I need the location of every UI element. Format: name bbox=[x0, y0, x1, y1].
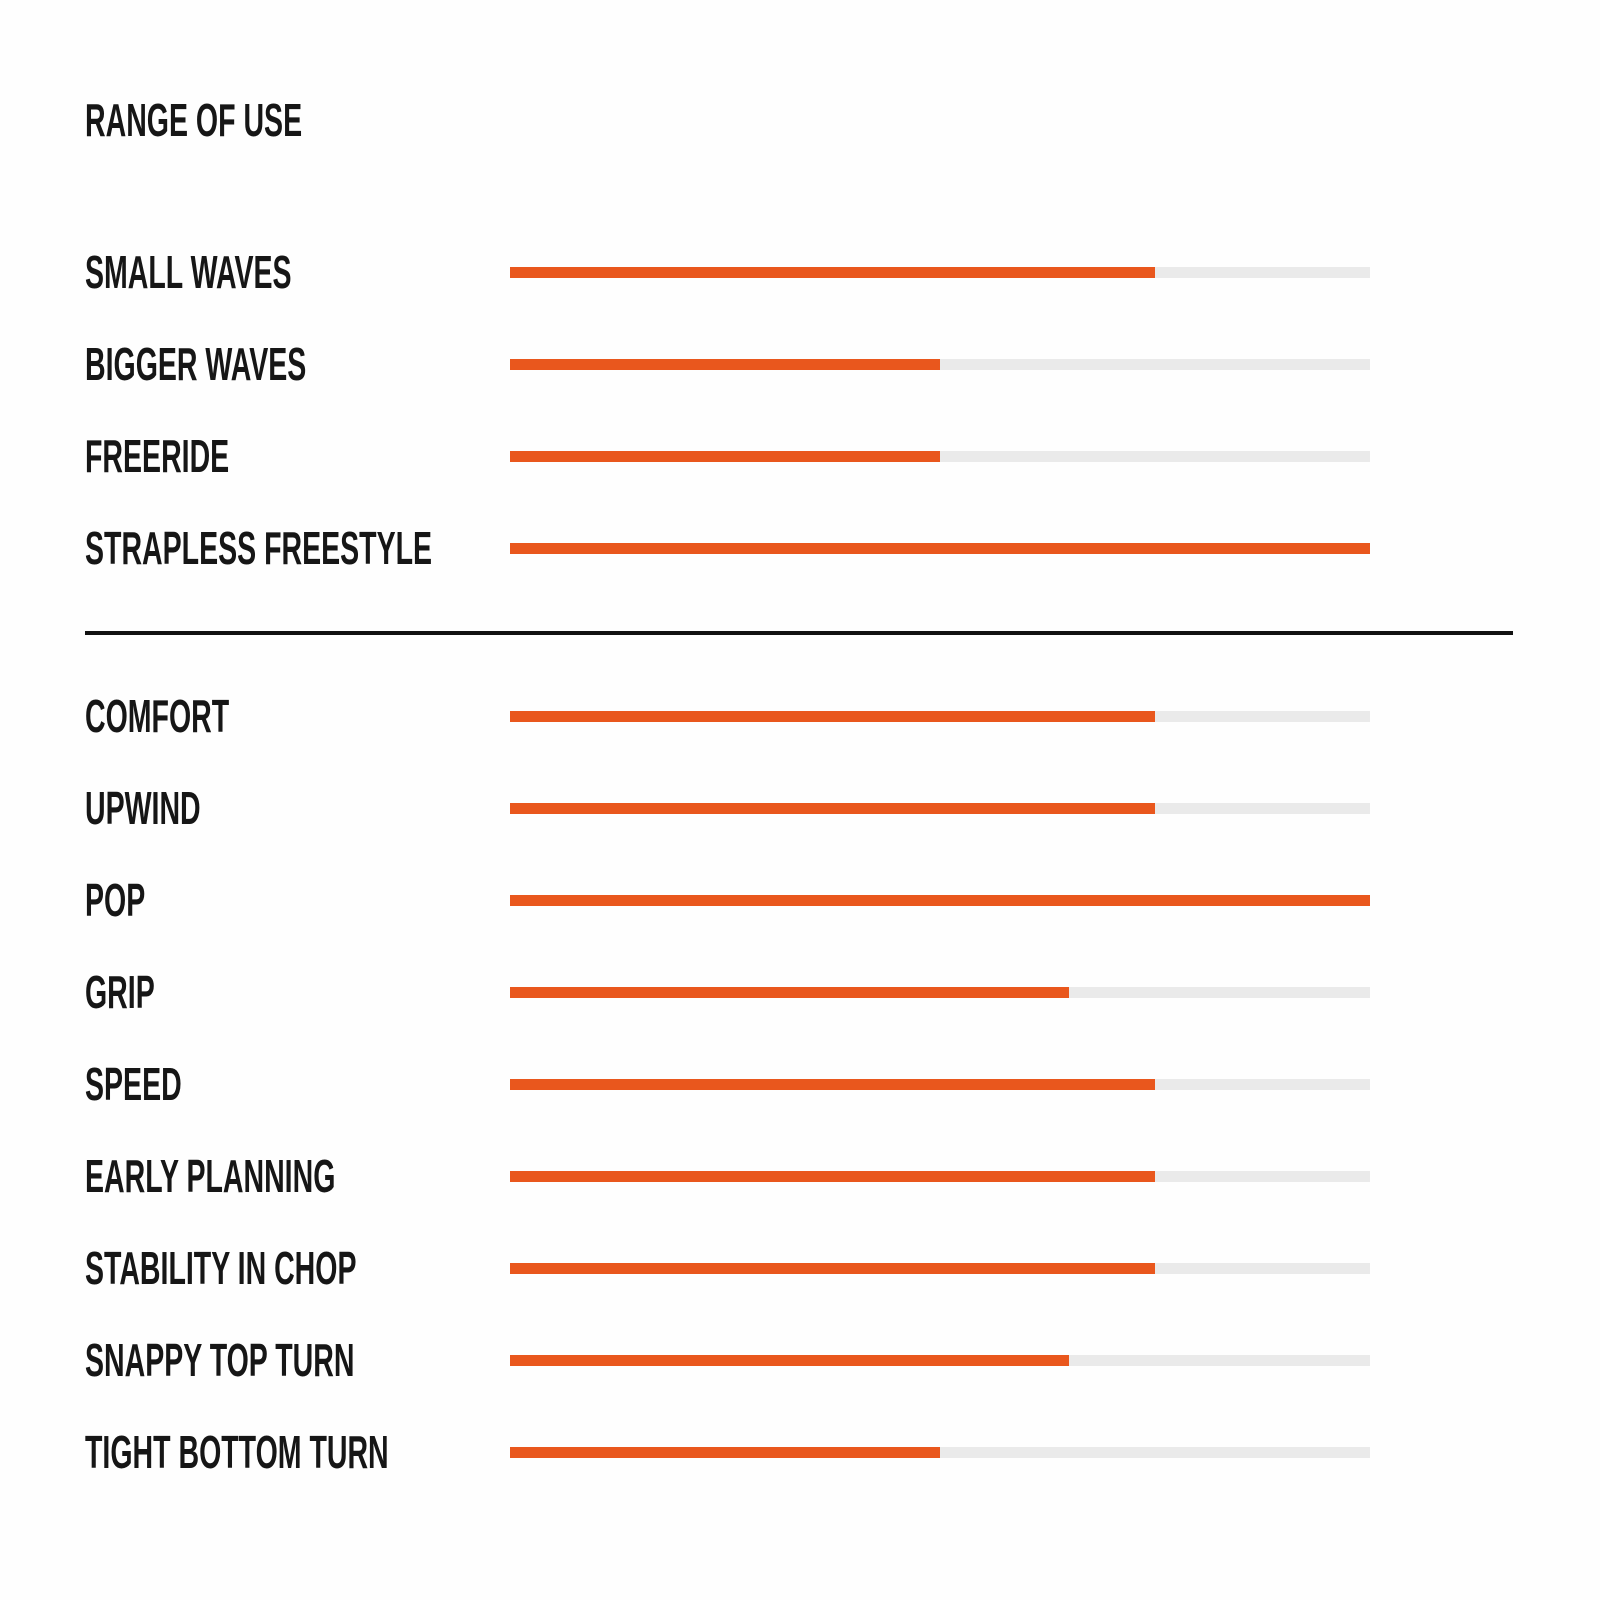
chart-row: STABILITY IN CHOP bbox=[85, 1222, 1600, 1314]
bar-track bbox=[510, 1078, 1370, 1090]
row-label: UPWIND bbox=[85, 782, 201, 834]
row-label: SNAPPY TOP TURN bbox=[85, 1334, 355, 1386]
chart-row: GRIP bbox=[85, 946, 1600, 1038]
chart-row: SMALL WAVES bbox=[85, 226, 1600, 318]
bar-fill bbox=[510, 986, 1069, 998]
chart-row: TIGHT BOTTOM TURN bbox=[85, 1406, 1600, 1498]
bar-track bbox=[510, 1262, 1370, 1274]
bar-fill bbox=[510, 1446, 940, 1458]
bar-fill bbox=[510, 358, 940, 370]
bar-fill bbox=[510, 1078, 1155, 1090]
bar-track bbox=[510, 542, 1370, 554]
section-divider bbox=[85, 631, 1513, 635]
bar-fill bbox=[510, 802, 1155, 814]
chart-row: EARLY PLANNING bbox=[85, 1130, 1600, 1222]
chart-row: BIGGER WAVES bbox=[85, 318, 1600, 410]
row-label: POP bbox=[85, 874, 146, 926]
row-label: TIGHT BOTTOM TURN bbox=[85, 1426, 389, 1478]
bar-fill bbox=[510, 1170, 1155, 1182]
chart-row: COMFORT bbox=[85, 670, 1600, 762]
bar-track bbox=[510, 358, 1370, 370]
row-label: BIGGER WAVES bbox=[85, 338, 307, 390]
bar-track bbox=[510, 802, 1370, 814]
bar-fill bbox=[510, 542, 1370, 554]
row-label: FREERIDE bbox=[85, 430, 230, 482]
bar-track bbox=[510, 450, 1370, 462]
chart-row: UPWIND bbox=[85, 762, 1600, 854]
bar-track bbox=[510, 1446, 1370, 1458]
row-label: STABILITY IN CHOP bbox=[85, 1242, 357, 1294]
bar-fill bbox=[510, 266, 1155, 278]
section-performance: COMFORT UPWIND POP GRIP SPEED EARLY PLANNING S… bbox=[85, 670, 1600, 1498]
bar-fill bbox=[510, 450, 940, 462]
section-range-of-use: SMALL WAVES BIGGER WAVES FREERIDE STRAPLESS… bbox=[85, 226, 1600, 594]
row-label: SMALL WAVES bbox=[85, 246, 292, 298]
row-label: EARLY PLANNING bbox=[85, 1150, 336, 1202]
row-label: STRAPLESS FREESTYLE bbox=[85, 522, 433, 574]
bar-track bbox=[510, 894, 1370, 906]
chart-row: SNAPPY TOP TURN bbox=[85, 1314, 1600, 1406]
bar-track bbox=[510, 1354, 1370, 1366]
bar-track bbox=[510, 266, 1370, 278]
row-label: SPEED bbox=[85, 1058, 182, 1110]
bar-track bbox=[510, 710, 1370, 722]
chart-title: RANGE OF USE bbox=[85, 94, 303, 146]
row-label: GRIP bbox=[85, 966, 155, 1018]
bar-fill bbox=[510, 1354, 1069, 1366]
chart-row: STRAPLESS FREESTYLE bbox=[85, 502, 1600, 594]
bar-fill bbox=[510, 710, 1155, 722]
bar-track bbox=[510, 986, 1370, 998]
bar-fill bbox=[510, 894, 1370, 906]
row-label: COMFORT bbox=[85, 690, 230, 742]
chart-row: SPEED bbox=[85, 1038, 1600, 1130]
bar-fill bbox=[510, 1262, 1155, 1274]
chart-row: POP bbox=[85, 854, 1600, 946]
bar-track bbox=[510, 1170, 1370, 1182]
chart-row: FREERIDE bbox=[85, 410, 1600, 502]
